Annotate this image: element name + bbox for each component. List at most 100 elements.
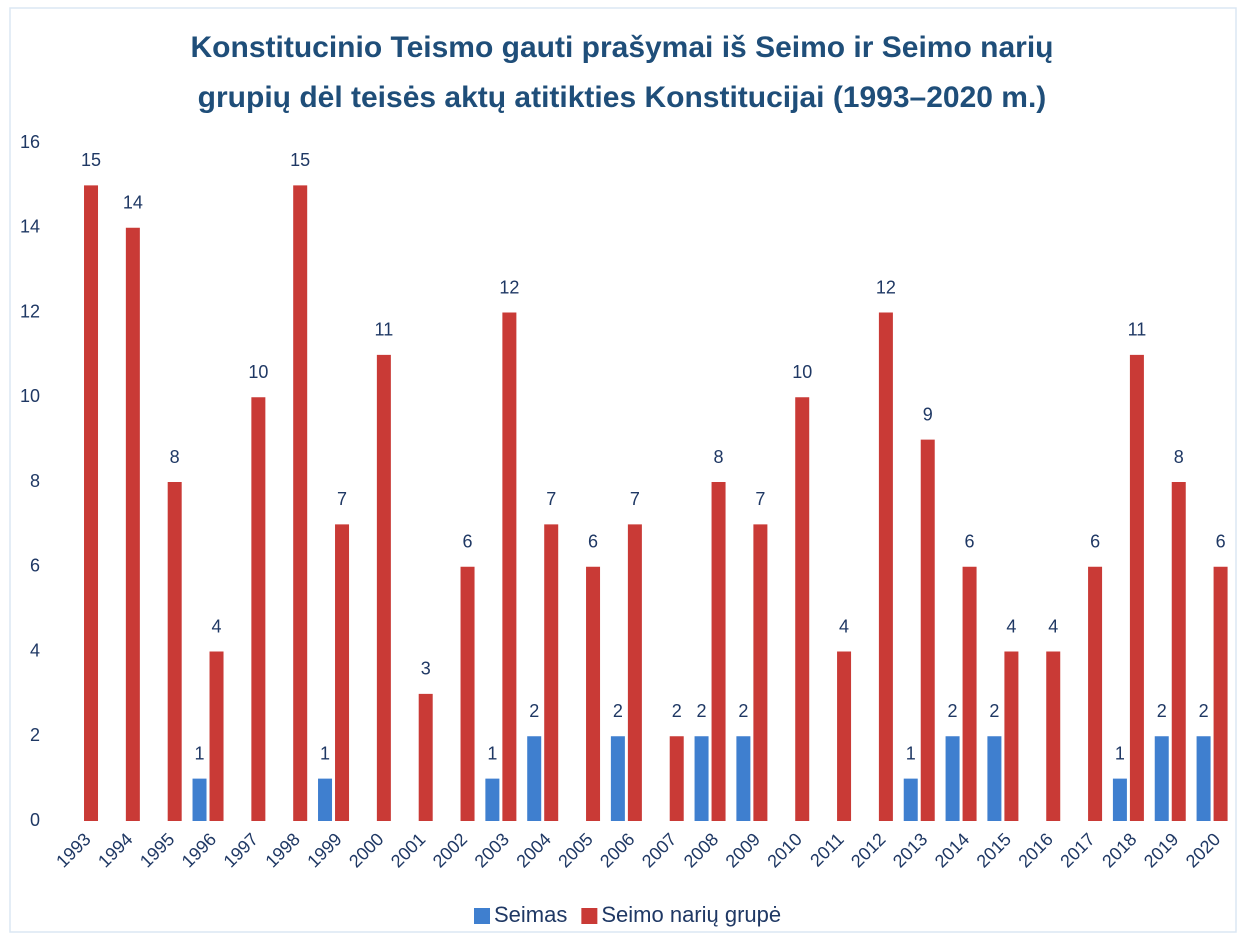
bar: [1004, 651, 1019, 821]
bar: [376, 354, 391, 821]
bar: [962, 566, 977, 821]
bar: [878, 312, 893, 821]
bar: [1112, 778, 1127, 821]
bar: [418, 693, 433, 821]
bar: [1171, 482, 1186, 821]
value-label: 2: [1157, 701, 1167, 721]
value-label: 2: [672, 701, 682, 721]
x-tick-label: 1995: [136, 829, 178, 871]
y-tick-label: 2: [30, 725, 40, 745]
bar: [920, 439, 935, 821]
value-label: 6: [463, 532, 473, 552]
bar: [627, 524, 642, 821]
value-label: 2: [613, 701, 623, 721]
y-tick-label: 10: [20, 386, 40, 406]
value-label: 6: [965, 532, 975, 552]
bar: [753, 524, 768, 821]
value-label: 2: [989, 701, 999, 721]
x-tick-label: 1994: [94, 829, 136, 871]
x-tick-label: 2004: [512, 829, 554, 871]
value-label: 7: [546, 489, 556, 509]
x-tick-label: 2013: [889, 829, 931, 871]
x-tick-label: 2008: [680, 829, 722, 871]
y-tick-label: 12: [20, 301, 40, 321]
value-label: 11: [1128, 320, 1147, 340]
bar: [125, 227, 140, 821]
x-tick-label: 1997: [220, 829, 262, 871]
x-tick-label: 1996: [178, 829, 220, 871]
bar: [335, 524, 350, 821]
value-label: 6: [588, 532, 598, 552]
bar: [544, 524, 559, 821]
y-tick-label: 14: [20, 217, 40, 237]
value-label: 2: [1199, 701, 1209, 721]
bar: [711, 482, 726, 821]
value-label: 3: [421, 659, 431, 679]
value-label: 15: [290, 150, 310, 170]
value-label: 2: [529, 701, 539, 721]
x-tick-label: 2007: [638, 829, 680, 871]
value-label: 7: [630, 489, 640, 509]
bar: [903, 778, 918, 821]
x-tick-label: 2001: [387, 829, 429, 871]
x-tick-label: 2020: [1182, 829, 1224, 871]
bar: [736, 736, 751, 821]
x-tick-label: 2009: [722, 829, 764, 871]
x-tick-label: 2002: [429, 829, 471, 871]
bar: [837, 651, 852, 821]
value-label: 11: [375, 320, 394, 340]
bar: [610, 736, 625, 821]
value-label: 4: [1006, 616, 1016, 636]
bar: [84, 185, 99, 821]
bar: [1088, 566, 1103, 821]
bar: [669, 736, 684, 821]
legend-swatch: [474, 908, 490, 924]
bar: [318, 778, 333, 821]
x-tick-label: 1999: [303, 829, 345, 871]
bar: [485, 778, 500, 821]
bar: [209, 651, 224, 821]
x-tick-label: 2006: [596, 829, 638, 871]
x-tick-label: 2005: [554, 829, 596, 871]
y-tick-label: 8: [30, 471, 40, 491]
chart-frame: [9, 7, 1237, 933]
value-label: 10: [248, 362, 268, 382]
value-label: 1: [487, 743, 497, 763]
value-label: 4: [1048, 616, 1058, 636]
bar: [192, 778, 207, 821]
legend-label: Seimo narių grupė: [601, 902, 781, 927]
value-label: 10: [792, 362, 812, 382]
x-tick-label: 1993: [52, 829, 94, 871]
bar: [251, 397, 266, 821]
bar: [795, 397, 810, 821]
bar: [1129, 354, 1144, 821]
value-label: 12: [499, 277, 519, 297]
value-label: 7: [755, 489, 765, 509]
x-tick-label: 2015: [973, 829, 1015, 871]
value-label: 2: [738, 701, 748, 721]
x-tick-label: 2019: [1140, 829, 1182, 871]
bar: [167, 482, 182, 821]
bar: [502, 312, 517, 821]
y-tick-label: 0: [30, 810, 40, 830]
bar: [987, 736, 1002, 821]
x-tick-label: 2010: [763, 829, 805, 871]
x-tick-label: 1998: [261, 829, 303, 871]
value-label: 6: [1216, 532, 1226, 552]
x-tick-label: 2017: [1056, 829, 1098, 871]
x-tick-label: 2011: [806, 829, 848, 871]
x-tick-label: 2012: [847, 829, 889, 871]
x-tick-label: 2003: [471, 829, 513, 871]
bar: [1213, 566, 1228, 821]
bar: [586, 566, 601, 821]
legend-label: Seimas: [494, 902, 567, 927]
bar: [527, 736, 542, 821]
chart-title: Konstitucinio Teismo gauti prašymai iš S…: [191, 31, 1054, 64]
value-label: 8: [714, 447, 724, 467]
value-label: 15: [81, 150, 101, 170]
value-label: 8: [1174, 447, 1184, 467]
bar: [293, 185, 308, 821]
value-label: 6: [1090, 532, 1100, 552]
value-label: 1: [320, 743, 330, 763]
